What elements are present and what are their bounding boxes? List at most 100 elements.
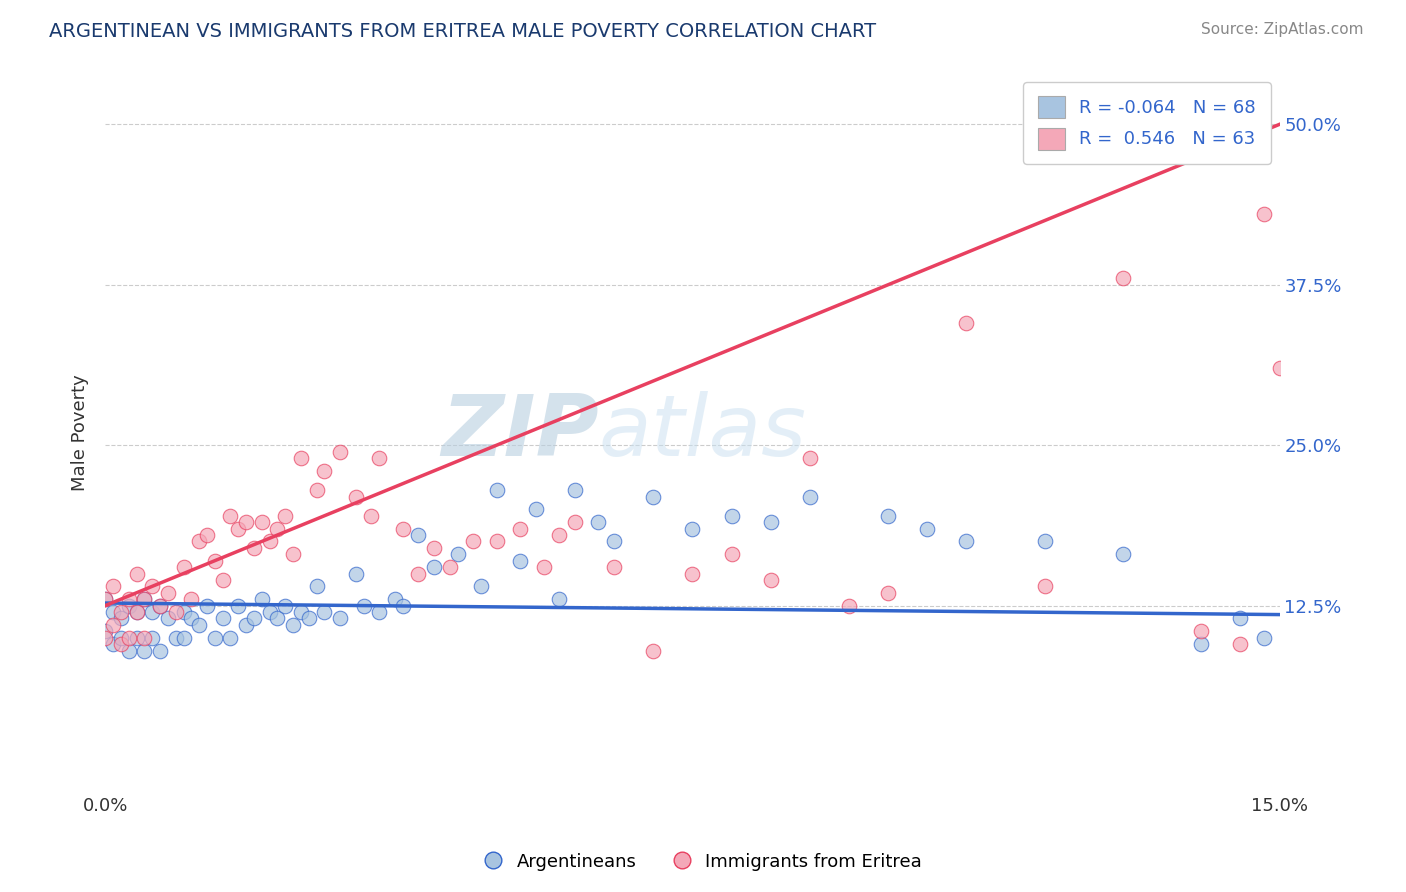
- Point: [165, 631, 187, 645]
- Point: [603, 560, 626, 574]
- Point: [110, 605, 132, 619]
- Point: [94, 631, 117, 645]
- Point: [314, 605, 336, 619]
- Point: [524, 502, 547, 516]
- Point: [368, 605, 391, 619]
- Point: [226, 522, 249, 536]
- Point: [720, 547, 742, 561]
- Point: [384, 592, 406, 607]
- Point: [1189, 624, 1212, 639]
- Point: [548, 592, 571, 607]
- Point: [1033, 579, 1056, 593]
- Point: [118, 643, 141, 657]
- Point: [281, 618, 304, 632]
- Point: [118, 599, 141, 613]
- Point: [101, 605, 124, 619]
- Point: [298, 611, 321, 625]
- Point: [173, 560, 195, 574]
- Point: [329, 611, 352, 625]
- Point: [219, 631, 242, 645]
- Point: [110, 637, 132, 651]
- Point: [799, 450, 821, 465]
- Point: [643, 490, 665, 504]
- Point: [799, 490, 821, 504]
- Point: [125, 605, 148, 619]
- Point: [1229, 637, 1251, 651]
- Point: [548, 528, 571, 542]
- Point: [188, 534, 211, 549]
- Point: [423, 541, 446, 555]
- Point: [439, 560, 461, 574]
- Text: atlas: atlas: [599, 391, 807, 474]
- Point: [1229, 611, 1251, 625]
- Point: [877, 508, 900, 523]
- Point: [564, 483, 586, 497]
- Point: [149, 599, 172, 613]
- Point: [915, 522, 938, 536]
- Point: [259, 605, 281, 619]
- Point: [877, 586, 900, 600]
- Point: [101, 637, 124, 651]
- Point: [250, 592, 273, 607]
- Point: [134, 592, 156, 607]
- Point: [344, 566, 367, 581]
- Point: [235, 515, 257, 529]
- Point: [110, 611, 132, 625]
- Point: [266, 611, 288, 625]
- Point: [204, 554, 226, 568]
- Point: [188, 618, 211, 632]
- Point: [173, 631, 195, 645]
- Point: [391, 599, 413, 613]
- Point: [165, 605, 187, 619]
- Point: [259, 534, 281, 549]
- Point: [485, 483, 508, 497]
- Text: ARGENTINEAN VS IMMIGRANTS FROM ERITREA MALE POVERTY CORRELATION CHART: ARGENTINEAN VS IMMIGRANTS FROM ERITREA M…: [49, 22, 876, 41]
- Point: [134, 631, 156, 645]
- Legend: R = -0.064   N = 68, R =  0.546   N = 63: R = -0.064 N = 68, R = 0.546 N = 63: [1024, 82, 1271, 164]
- Point: [180, 611, 202, 625]
- Point: [720, 508, 742, 523]
- Text: Source: ZipAtlas.com: Source: ZipAtlas.com: [1201, 22, 1364, 37]
- Point: [101, 618, 124, 632]
- Point: [408, 566, 430, 581]
- Point: [1189, 637, 1212, 651]
- Point: [134, 592, 156, 607]
- Point: [118, 592, 141, 607]
- Point: [603, 534, 626, 549]
- Point: [353, 599, 375, 613]
- Point: [118, 631, 141, 645]
- Point: [1112, 271, 1135, 285]
- Point: [1268, 361, 1291, 376]
- Point: [211, 573, 233, 587]
- Point: [759, 515, 782, 529]
- Point: [955, 534, 977, 549]
- Point: [243, 611, 266, 625]
- Point: [290, 605, 312, 619]
- Point: [211, 611, 233, 625]
- Point: [681, 566, 703, 581]
- Point: [391, 522, 413, 536]
- Point: [94, 592, 117, 607]
- Point: [94, 592, 117, 607]
- Point: [156, 611, 179, 625]
- Text: ZIP: ZIP: [441, 391, 599, 474]
- Point: [204, 631, 226, 645]
- Point: [564, 515, 586, 529]
- Point: [219, 508, 242, 523]
- Point: [235, 618, 257, 632]
- Point: [1253, 631, 1275, 645]
- Point: [134, 643, 156, 657]
- Point: [274, 508, 297, 523]
- Point: [250, 515, 273, 529]
- Point: [226, 599, 249, 613]
- Point: [509, 522, 531, 536]
- Point: [195, 599, 218, 613]
- Y-axis label: Male Poverty: Male Poverty: [72, 374, 89, 491]
- Point: [533, 560, 555, 574]
- Point: [305, 483, 328, 497]
- Point: [360, 508, 382, 523]
- Point: [368, 450, 391, 465]
- Point: [274, 599, 297, 613]
- Point: [446, 547, 468, 561]
- Point: [125, 631, 148, 645]
